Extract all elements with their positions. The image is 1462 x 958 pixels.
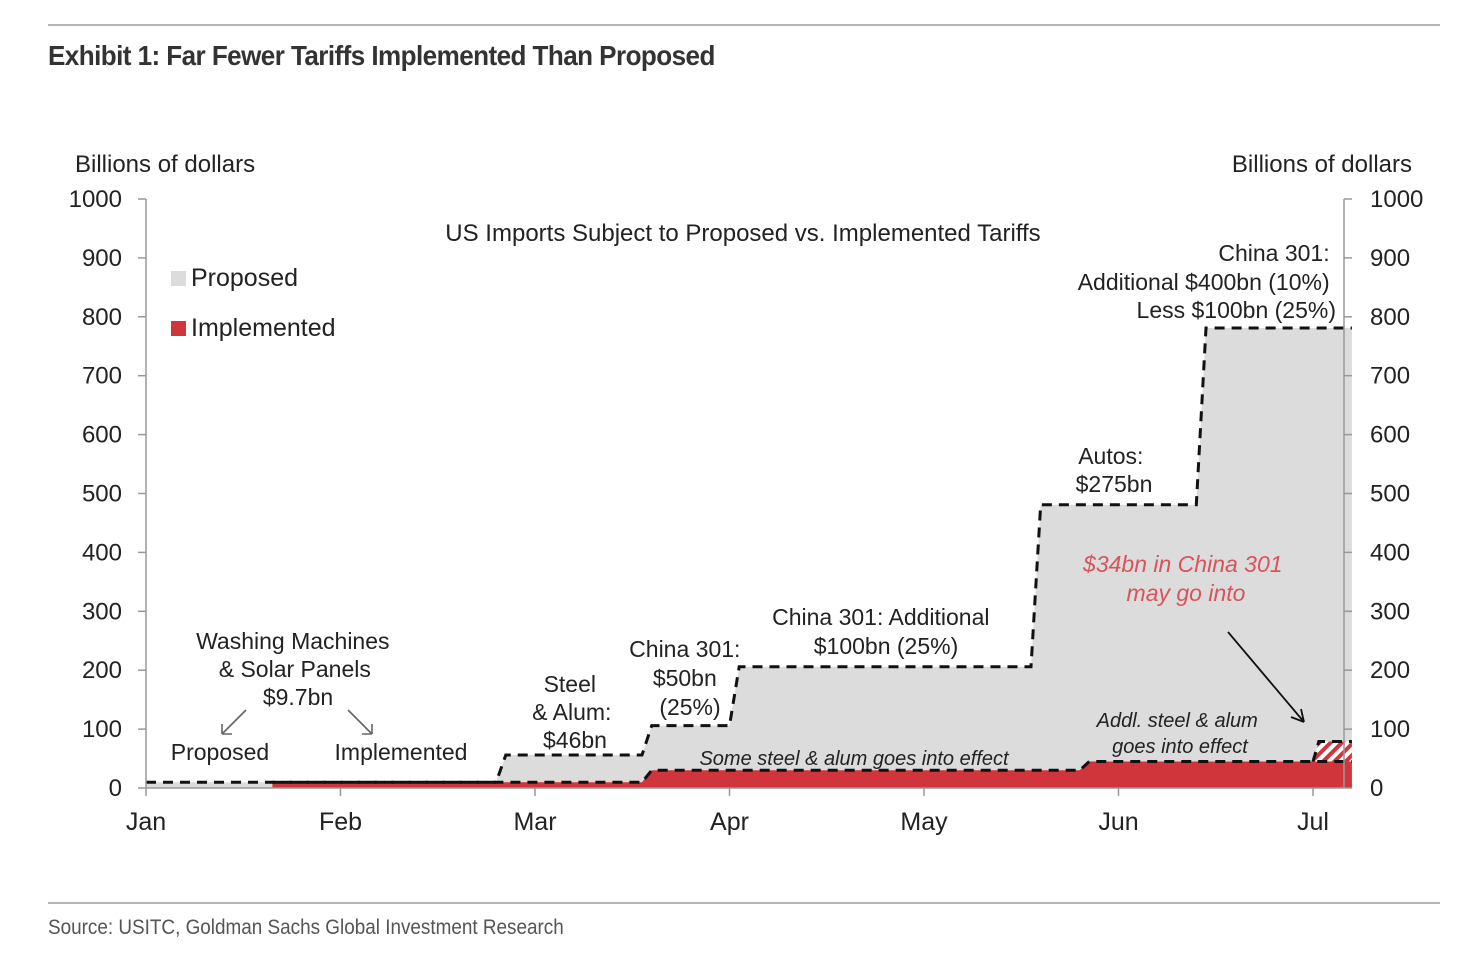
y-tick-label-right: 1000 bbox=[1370, 186, 1423, 213]
chart-title: US Imports Subject to Proposed vs. Imple… bbox=[445, 220, 1040, 247]
source-note: Source: USITC, Goldman Sachs Global Inve… bbox=[48, 916, 564, 939]
y-tick-label-left: 900 bbox=[82, 245, 122, 272]
y-axis-title-left: Billions of dollars bbox=[75, 151, 255, 178]
x-tick-label: May bbox=[900, 808, 948, 836]
y-tick-label-left: 300 bbox=[82, 598, 122, 625]
bottom-rule bbox=[48, 902, 1440, 904]
line-proposed bbox=[146, 326, 1352, 784]
area-proposed bbox=[146, 328, 1352, 788]
annotation-china-34bn: $34bn in China 301 may go into bbox=[1082, 551, 1289, 606]
y-tick-label-right: 900 bbox=[1370, 245, 1410, 272]
y-tick-label-right: 200 bbox=[1370, 657, 1410, 684]
y-axis-title-right: Billions of dollars bbox=[1232, 151, 1412, 178]
y-tick-label-left: 400 bbox=[82, 539, 122, 566]
legend-label-implemented: Implemented bbox=[191, 314, 336, 342]
annotation-washing-machines: Washing Machines & Solar Panels $9.7bn bbox=[196, 628, 396, 710]
x-tick-label: Jun bbox=[1098, 808, 1138, 836]
annotation-implemented: Implemented bbox=[335, 739, 468, 765]
y-tick-label-left: 200 bbox=[82, 657, 122, 684]
annotation-addl-steel-alum: Addl. steel & alum goes into effect bbox=[1096, 710, 1264, 758]
arrow-to-implemented bbox=[347, 709, 373, 735]
annotation-proposed: Proposed bbox=[171, 739, 269, 765]
legend-swatch-proposed bbox=[171, 271, 186, 286]
exhibit-title: Exhibit 1: Far Fewer Tariffs Implemented… bbox=[48, 40, 715, 71]
y-tick-label-left: 100 bbox=[82, 716, 122, 743]
y-tick-label-right: 400 bbox=[1370, 539, 1410, 566]
y-tick-label-right: 600 bbox=[1370, 422, 1410, 449]
line-implemented bbox=[272, 760, 1352, 784]
x-tick-label: Jul bbox=[1297, 808, 1329, 836]
annotation-some-steel-alum: Some steel & alum goes into effect bbox=[699, 748, 1009, 770]
area-pending-china-34bn bbox=[1313, 741, 1352, 762]
x-tick-label: Jan bbox=[126, 808, 166, 836]
line-pending bbox=[1311, 739, 1352, 762]
annotation-china-301-400bn: China 301: Additional $400bn (10%) Less … bbox=[1078, 240, 1336, 323]
y-tick-label-right: 500 bbox=[1370, 481, 1410, 508]
annotation-china-301-100bn: China 301: Additional $100bn (25%) bbox=[772, 604, 996, 659]
y-tick-label-right: 300 bbox=[1370, 598, 1410, 625]
y-tick-label-left: 1000 bbox=[69, 186, 122, 213]
y-tick-label-left: 500 bbox=[82, 481, 122, 508]
annotation-china-301-50bn: China 301: $50bn (25%) bbox=[629, 636, 747, 720]
x-tick-label: Mar bbox=[513, 808, 556, 836]
legend-swatch-implemented bbox=[171, 321, 186, 336]
y-tick-label-left: 0 bbox=[109, 775, 122, 802]
y-tick-label-right: 100 bbox=[1370, 716, 1410, 743]
arrow-to-pending-china-34bn bbox=[1227, 631, 1305, 723]
x-tick-label: Apr bbox=[710, 808, 749, 836]
arrow-to-proposed bbox=[221, 709, 247, 735]
y-tick-label-left: 800 bbox=[82, 304, 122, 331]
y-tick-label-right: 700 bbox=[1370, 363, 1410, 390]
y-tick-label-left: 600 bbox=[82, 422, 122, 449]
annotation-steel-alum: Steel & Alum: $46bn bbox=[532, 671, 618, 753]
x-tick-label: Feb bbox=[319, 808, 362, 836]
y-tick-label-right: 0 bbox=[1370, 775, 1383, 802]
annotation-autos: Autos: $275bn bbox=[1076, 443, 1153, 497]
top-rule bbox=[48, 24, 1440, 26]
legend-label-proposed: Proposed bbox=[191, 264, 298, 292]
y-tick-label-right: 800 bbox=[1370, 304, 1410, 331]
y-tick-label-left: 700 bbox=[82, 363, 122, 390]
